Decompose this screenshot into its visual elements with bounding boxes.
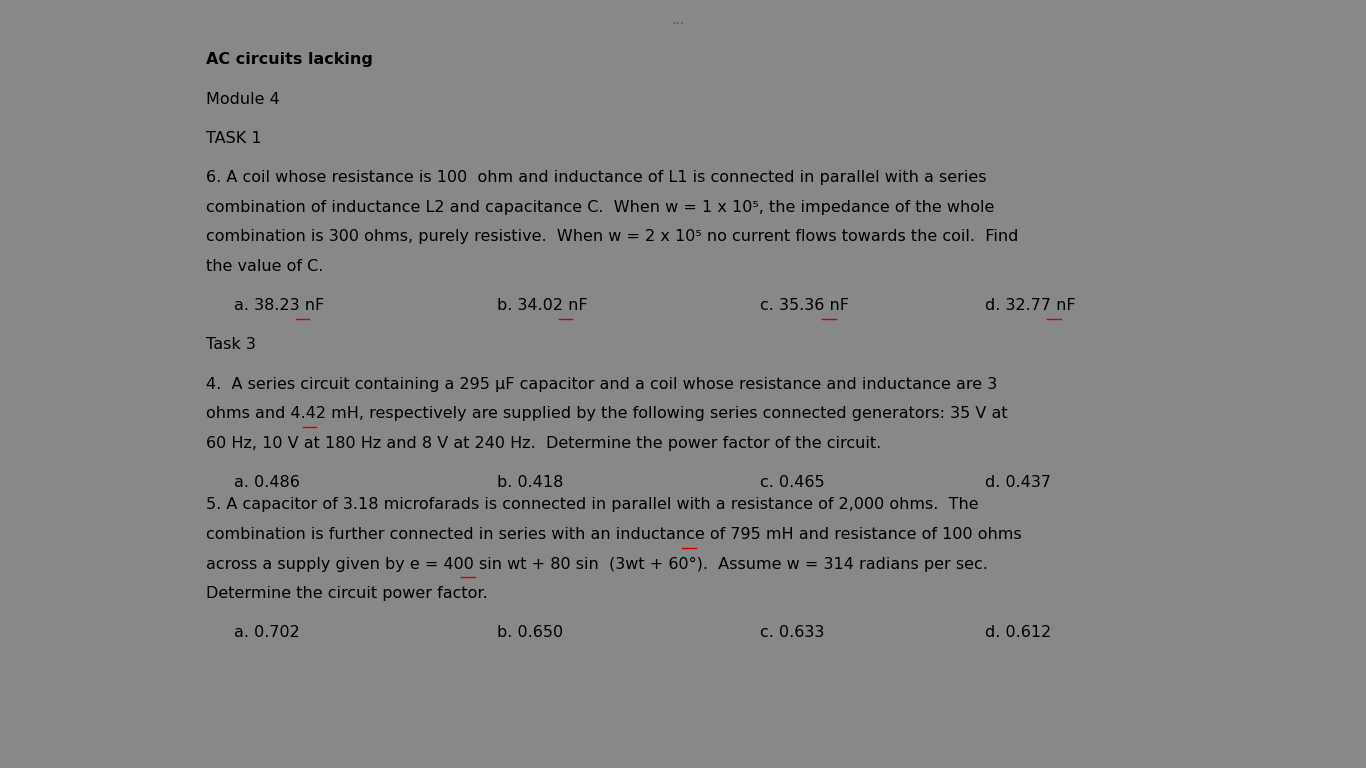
Text: ...: ... <box>672 12 684 27</box>
Text: combination is 300 ohms, purely resistive.  When w = 2 x 10⁵ no current flows to: combination is 300 ohms, purely resistiv… <box>206 230 1019 244</box>
Text: b. 0.418: b. 0.418 <box>497 475 563 490</box>
Text: Task 3: Task 3 <box>206 337 255 353</box>
Text: a. 38.23 nF: a. 38.23 nF <box>234 298 324 313</box>
Text: Determine the circuit power factor.: Determine the circuit power factor. <box>206 586 488 601</box>
Text: a. 0.702: a. 0.702 <box>234 625 299 641</box>
Text: c. 35.36 nF: c. 35.36 nF <box>759 298 848 313</box>
Text: b. 34.02 nF: b. 34.02 nF <box>497 298 587 313</box>
Text: 6. A coil whose resistance is 100  ohm and inductance of L1 is connected in para: 6. A coil whose resistance is 100 ohm an… <box>206 170 986 185</box>
Text: d. 0.612: d. 0.612 <box>985 625 1052 641</box>
Text: d. 0.437: d. 0.437 <box>985 475 1050 490</box>
Text: combination of inductance L2 and capacitance C.  When w = 1 x 10⁵, the impedance: combination of inductance L2 and capacit… <box>206 200 994 214</box>
Text: the value of C.: the value of C. <box>206 259 324 274</box>
Text: Module 4: Module 4 <box>206 91 280 107</box>
Text: TASK 1: TASK 1 <box>206 131 262 146</box>
Text: c. 0.633: c. 0.633 <box>759 625 824 641</box>
Text: 4.  A series circuit containing a 295 μF capacitor and a coil whose resistance a: 4. A series circuit containing a 295 μF … <box>206 376 997 392</box>
Text: combination is further connected in series with an inductance of 795 mH and resi: combination is further connected in seri… <box>206 527 1022 542</box>
Text: 60 Hz, 10 V at 180 Hz and 8 V at 240 Hz.  Determine the power factor of the circ: 60 Hz, 10 V at 180 Hz and 8 V at 240 Hz.… <box>206 435 881 451</box>
Text: ohms and 4.42 mH, respectively are supplied by the following series connected ge: ohms and 4.42 mH, respectively are suppl… <box>206 406 1008 421</box>
Text: d. 32.77 nF: d. 32.77 nF <box>985 298 1076 313</box>
Text: c. 0.465: c. 0.465 <box>759 475 824 490</box>
Text: across a supply given by e = 400 sin wt + 80 sin  (3wt + 60°).  Assume w = 314 r: across a supply given by e = 400 sin wt … <box>206 557 988 571</box>
Text: AC circuits lacking: AC circuits lacking <box>206 52 373 68</box>
Text: 5. A capacitor of 3.18 microfarads is connected in parallel with a resistance of: 5. A capacitor of 3.18 microfarads is co… <box>206 497 978 512</box>
Text: b. 0.650: b. 0.650 <box>497 625 563 641</box>
Text: a. 0.486: a. 0.486 <box>234 475 299 490</box>
